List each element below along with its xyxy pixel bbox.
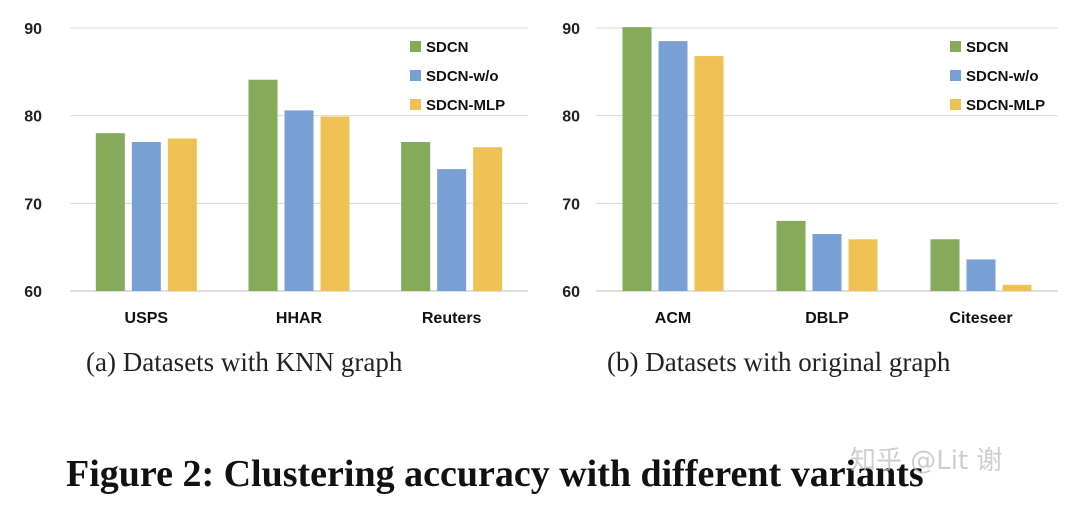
subcaption-b: (b) Datasets with original graph [607,347,951,377]
figure-caption: Figure 2: Clustering accuracy with diffe… [66,453,924,495]
chart-a-bar-usps-sdcn [95,133,125,291]
chart-a-bar-usps-sdcn-mlp [167,138,197,291]
chart-a-bar-hhar-sdcn [248,79,278,292]
chart-b-y-tick-label: 80 [562,109,580,126]
chart-b-legend-swatch-sdcn [950,41,961,52]
chart-b-legend-label-sdcn-w-o: SDCN-w/o [966,68,1039,85]
chart-a-legend-label-sdcn-w-o: SDCN-w/o [426,68,499,85]
chart-b-bar-dblp-sdcn [776,220,806,291]
chart-b-bar-citeseer-sdcn [930,239,960,291]
chart-a-legend-swatch-sdcn [410,41,421,52]
chart-a-bar-reuters-sdcn-mlp [473,147,503,291]
chart-a-legend-swatch-sdcn-w-o [410,70,421,81]
chart-b-y-tick-label: 90 [562,21,580,38]
chart-panel-a: 60 70 80 90 USPS HHAR Reuters SDCN SDCN-w/o SDCN-… [0,0,540,330]
chart-b-bar-acm-sdcn-mlp [694,56,724,292]
chart-b-legend-swatch-sdcn-mlp [950,99,961,110]
chart-b-bar-citeseer-sdcn-w-o [966,259,996,291]
chart-a-bar-usps-sdcn-w-o [131,141,161,291]
chart-b-svg: 60 70 80 90 ACM DBLP Citeseer SDCN SDCN-w/o SDCN-… [562,21,1058,327]
chart-b-bar-dblp-sdcn-w-o [812,234,842,291]
chart-a-x-tick-label-reuters: Reuters [422,310,482,327]
chart-a-legend-label-sdcn-mlp: SDCN-MLP [426,97,505,114]
chart-a-legend-label-sdcn: SDCN [426,39,469,56]
chart-a-bar-hhar-sdcn-mlp [320,116,350,291]
chart-b-x-tick-label-citeseer: Citeseer [949,310,1012,327]
chart-b-legend-label-sdcn: SDCN [966,39,1009,56]
chart-a-svg: 60 70 80 90 USPS HHAR Reuters SDCN SDCN-w/o SDCN-… [24,21,528,327]
chart-a-x-tick-label-hhar: HHAR [276,310,323,327]
chart-b-legend-swatch-sdcn-w-o [950,70,961,81]
subcaption-a: (a) Datasets with KNN graph [86,347,403,377]
chart-b-bar-citeseer-sdcn-mlp [1002,284,1032,291]
chart-b-y-tick-label: 60 [562,284,580,301]
chart-b-x-tick-label-dblp: DBLP [805,310,849,327]
chart-panel-b: 60 70 80 90 ACM DBLP Citeseer SDCN SDCN-w/o SDCN-… [540,0,1080,330]
chart-a-y-tick-label: 70 [24,196,42,213]
chart-b-bar-acm-sdcn [622,27,652,292]
chart-b-bar-dblp-sdcn-mlp [848,239,878,291]
chart-b-legend-label-sdcn-mlp: SDCN-MLP [966,97,1045,114]
chart-a-bar-hhar-sdcn-w-o [284,110,314,291]
chart-b-y-tick-label: 70 [562,196,580,213]
chart-b-bar-acm-sdcn-w-o [658,41,688,292]
chart-a-y-tick-label: 60 [24,284,42,301]
chart-a-y-tick-label: 90 [24,21,42,38]
chart-b-x-tick-label-acm: ACM [655,310,691,327]
chart-a-x-tick-label-usps: USPS [125,310,169,327]
chart-a-legend-swatch-sdcn-mlp [410,99,421,110]
chart-a-bar-reuters-sdcn-w-o [437,169,467,291]
chart-a-y-tick-label: 80 [24,109,42,126]
chart-a-bar-reuters-sdcn [401,141,431,291]
watermark: 知乎 @Lit 谢 [850,446,1003,476]
